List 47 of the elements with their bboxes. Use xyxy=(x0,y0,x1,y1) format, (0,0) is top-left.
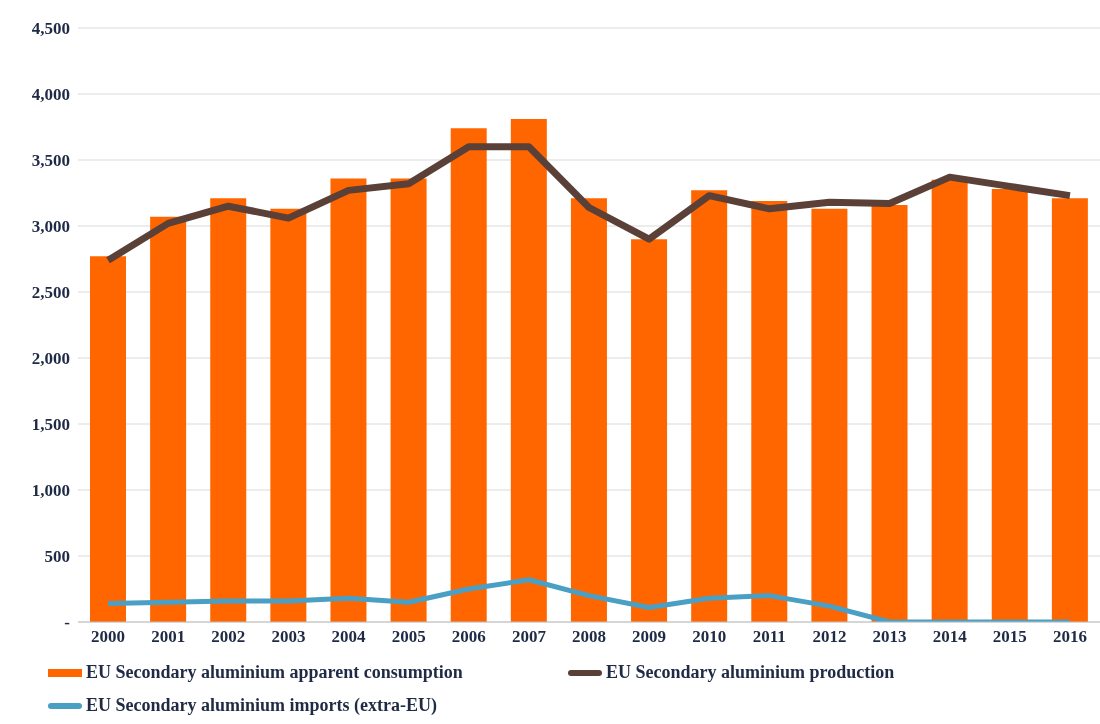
bar xyxy=(631,239,668,622)
bar xyxy=(811,208,848,622)
x-tick-label: 2014 xyxy=(932,627,968,647)
x-tick-label: 2008 xyxy=(572,627,606,647)
y-tick-label: 4,000 xyxy=(31,85,70,105)
bar xyxy=(330,178,367,622)
x-tick-label: 2002 xyxy=(211,627,246,647)
x-tick-label: 2015 xyxy=(992,627,1027,647)
bar xyxy=(90,256,126,622)
y-tick-label: 4,500 xyxy=(31,19,70,39)
legend-label: EU Secondary aluminium apparent consumption xyxy=(86,662,463,683)
bar xyxy=(390,178,427,622)
y-tick-label: 3,000 xyxy=(31,217,70,237)
bar xyxy=(751,200,788,622)
legend-label: EU Secondary aluminium production xyxy=(606,662,895,683)
x-tick-label: 2009 xyxy=(632,627,667,647)
y-tick-label: 2,000 xyxy=(31,349,70,369)
x-tick-label: 2000 xyxy=(91,627,126,647)
y-tick-label: 2,500 xyxy=(31,283,70,303)
x-tick-label: 2004 xyxy=(331,627,367,647)
x-tick-label: 2001 xyxy=(151,627,186,647)
x-tick-label: 2007 xyxy=(511,627,547,647)
x-tick-label: 2016 xyxy=(1052,627,1087,647)
bar xyxy=(691,190,728,622)
x-tick-label: 2003 xyxy=(271,627,306,647)
bar xyxy=(871,204,908,622)
x-tick-label: 2010 xyxy=(692,627,727,647)
bar xyxy=(570,198,607,622)
y-tick-label: 3,500 xyxy=(31,151,70,171)
bar xyxy=(150,216,187,622)
bar xyxy=(450,128,487,622)
x-tick-label: 2011 xyxy=(752,627,786,647)
y-tick-label: 1,000 xyxy=(31,481,70,501)
y-tick-label: 1,500 xyxy=(31,415,70,435)
bar xyxy=(510,119,547,622)
bar xyxy=(1051,198,1088,622)
y-tick-label: 500 xyxy=(44,547,70,567)
bar xyxy=(270,208,307,622)
x-tick-label: 2005 xyxy=(391,627,426,647)
x-tick-label: 2013 xyxy=(872,627,907,647)
x-tick-label: 2006 xyxy=(451,627,486,647)
x-tick-label: 2012 xyxy=(812,627,847,647)
legend-label: EU Secondary aluminium imports (extra-EU) xyxy=(86,695,437,716)
bar xyxy=(210,198,247,622)
y-tick-label: - xyxy=(64,613,71,633)
bar xyxy=(931,179,968,622)
bar xyxy=(991,189,1028,622)
